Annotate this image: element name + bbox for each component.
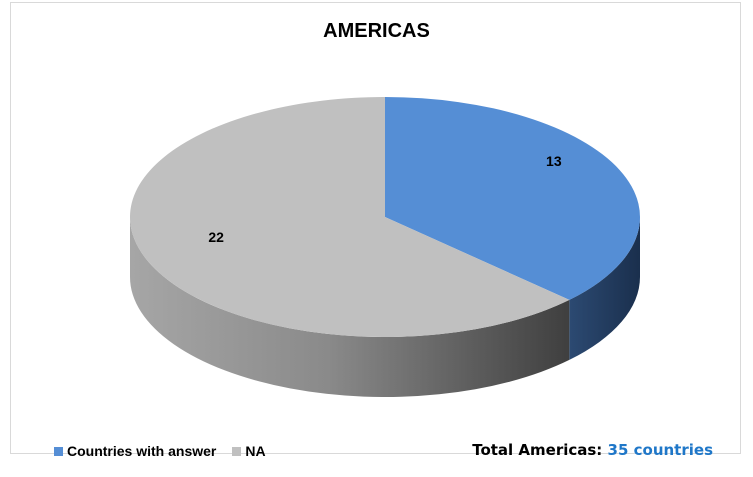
legend: Countries with answer NA xyxy=(54,443,282,459)
legend-item-answer: Countries with answer xyxy=(54,443,216,459)
pie-slice-countries-with-answer xyxy=(385,97,640,300)
data-label-na: 22 xyxy=(208,229,224,245)
total-countries: Total Americas: 35 countries xyxy=(472,441,713,459)
total-label: Total Americas: xyxy=(472,441,603,459)
legend-label-answer: Countries with answer xyxy=(67,443,217,459)
legend-swatch-answer xyxy=(54,446,63,456)
legend-swatch-na xyxy=(232,446,242,456)
pie-slice-na xyxy=(130,97,570,338)
legend-label-na: NA xyxy=(245,443,266,459)
chart-title: AMERICAS xyxy=(323,20,430,42)
legend-item-na: NA xyxy=(232,443,266,459)
total-value: 35 countries xyxy=(607,441,713,459)
pie-slice-side-countries-with-answer xyxy=(569,217,640,360)
data-label-countries-with-answer: 13 xyxy=(546,153,562,169)
pie-slice-side-na xyxy=(130,217,570,397)
